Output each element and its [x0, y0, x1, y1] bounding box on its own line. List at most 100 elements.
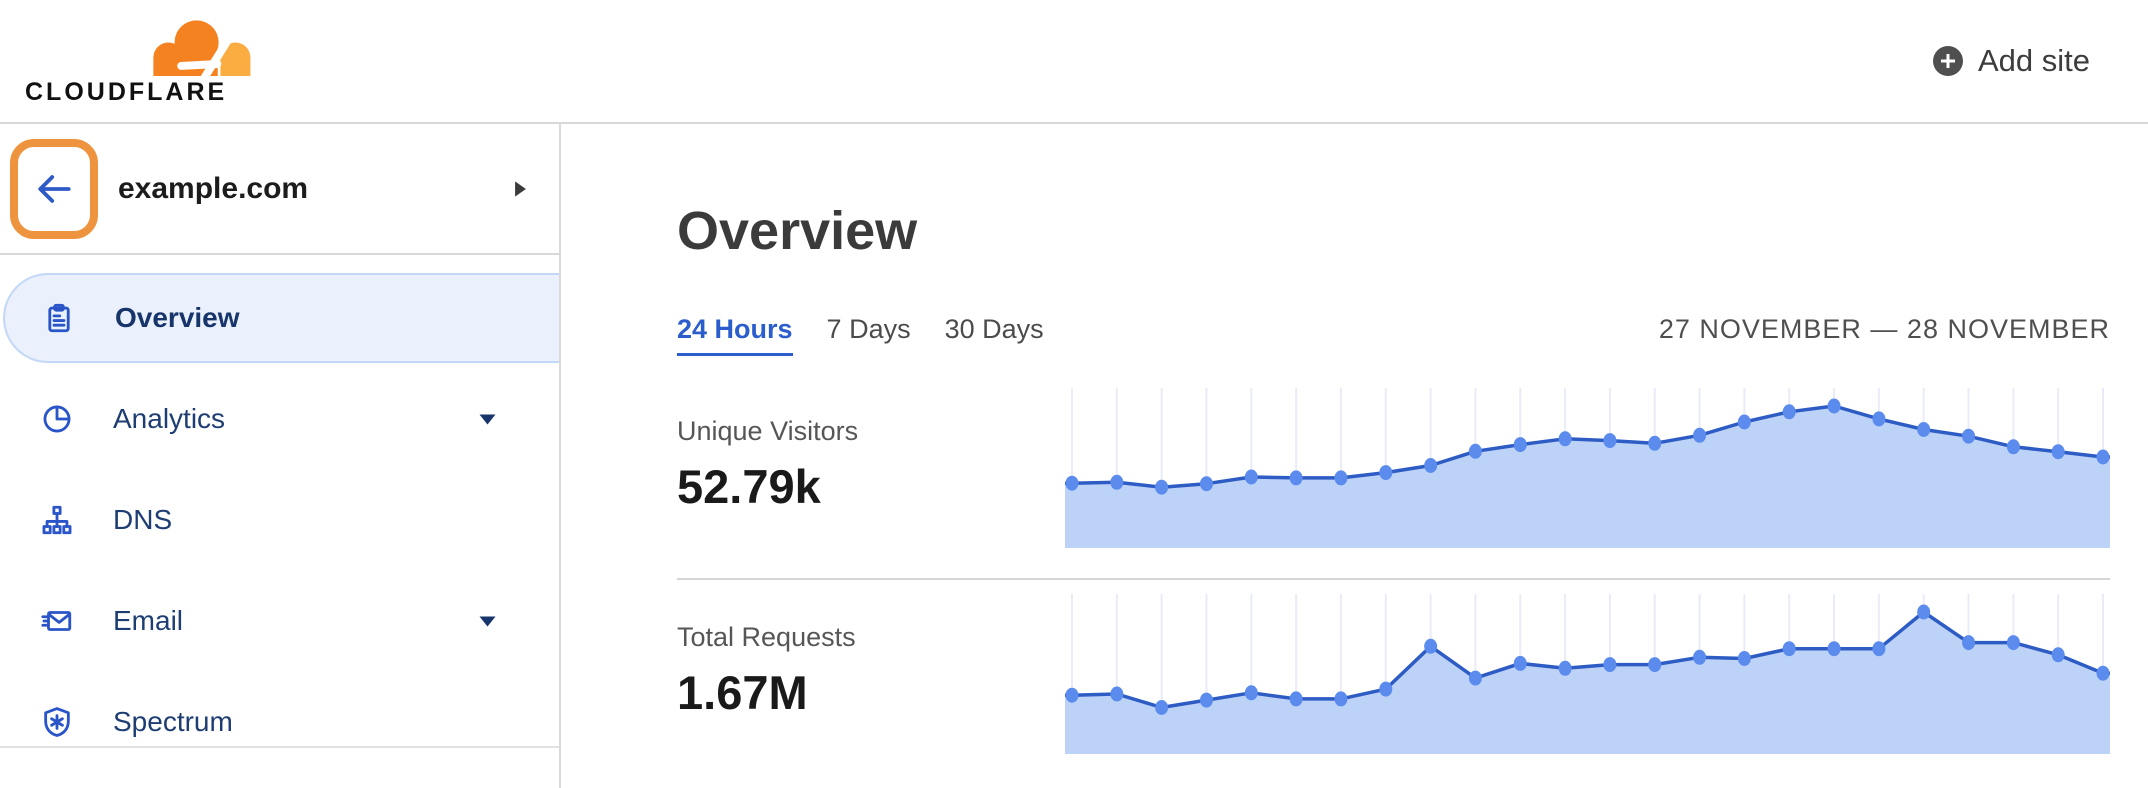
data-point	[1424, 458, 1438, 473]
sidebar-item-label: DNS	[113, 504, 173, 535]
plus-icon	[1932, 46, 1963, 76]
data-point	[2051, 647, 2065, 663]
data-point	[1199, 476, 1213, 492]
data-point	[1558, 660, 1572, 676]
chevron-right-icon[interactable]	[514, 180, 527, 198]
total-requests-chart	[1065, 594, 2110, 754]
data-point	[1289, 691, 1303, 707]
sidebar: example.com Overview Analytics DNS Email Spe…	[0, 124, 561, 788]
data-point	[1244, 469, 1258, 485]
data-point	[1603, 433, 1617, 449]
add-site-button[interactable]: Add site	[1932, 43, 2090, 79]
data-point	[1737, 651, 1751, 666]
unique-visitors-summary: Unique Visitors 52.79k	[677, 388, 1065, 514]
sidebar-item-overview[interactable]: Overview	[3, 273, 559, 363]
sidebar-item-email[interactable]: Email	[0, 576, 559, 666]
tab-24-hours[interactable]: 24 Hours	[677, 314, 793, 356]
total-requests-row: Total Requests 1.67M	[677, 594, 2110, 754]
data-point	[1737, 414, 1751, 430]
data-point	[1199, 692, 1213, 708]
pie-chart-icon	[43, 405, 71, 433]
sidebar-item-label: Analytics	[113, 403, 226, 434]
cloudflare-cloud-icon	[153, 19, 251, 76]
unique-visitors-row: Unique Visitors 52.79k	[677, 388, 2110, 548]
sidebar-item-label: Overview	[115, 302, 240, 333]
data-point	[2096, 665, 2110, 681]
total-requests-summary: Total Requests 1.67M	[677, 594, 1065, 720]
dns-tree-icon	[42, 505, 72, 535]
data-point	[2051, 444, 2065, 460]
data-point	[1872, 641, 1886, 657]
data-point	[1379, 681, 1393, 697]
data-point	[1603, 657, 1617, 673]
data-point	[1334, 470, 1348, 486]
data-point	[1648, 657, 1662, 673]
site-name: example.com	[118, 171, 309, 205]
data-point	[2006, 635, 2020, 651]
data-point	[1468, 443, 1482, 459]
data-point	[1962, 635, 1976, 651]
sidebar-item-label: Spectrum	[113, 706, 233, 737]
data-point	[1155, 479, 1169, 495]
data-point	[1513, 437, 1527, 453]
cloudflare-wordmark: CLOUDFLARE	[25, 77, 228, 106]
sidebar-item-label: Email	[113, 605, 184, 636]
data-point	[1379, 465, 1393, 481]
page-title: Overview	[677, 201, 918, 261]
data-point	[1872, 411, 1886, 427]
data-point	[1513, 655, 1527, 671]
metric-label: Unique Visitors	[677, 416, 859, 446]
data-point	[1110, 474, 1124, 490]
tab-7-days[interactable]: 7 Days	[826, 314, 911, 344]
data-point	[1065, 687, 1079, 703]
shield-icon	[44, 707, 70, 737]
data-point	[1110, 686, 1124, 702]
tab-30-days[interactable]: 30 Days	[944, 314, 1044, 344]
metric-label: Total Requests	[677, 622, 856, 652]
site-switcher: example.com	[0, 124, 559, 255]
data-point	[1648, 435, 1662, 451]
data-point	[1917, 604, 1931, 620]
chart-row-divider	[677, 578, 2110, 580]
data-point	[2006, 439, 2020, 455]
app-header: CLOUDFLARE Add site	[0, 0, 2148, 124]
sidebar-item-spectrum[interactable]: Spectrum	[0, 677, 559, 767]
data-point	[1424, 638, 1438, 654]
data-point	[2096, 449, 2110, 465]
sidebar-item-analytics[interactable]: Analytics	[0, 374, 559, 464]
data-point	[1065, 475, 1079, 491]
data-point	[1962, 428, 1976, 444]
data-point	[1782, 641, 1796, 657]
data-point	[1782, 404, 1796, 420]
email-icon	[41, 611, 72, 631]
data-point	[1334, 691, 1348, 707]
metric-value: 52.79k	[677, 460, 821, 513]
data-point	[1289, 470, 1303, 486]
data-point	[1827, 641, 1841, 657]
sidebar-item-dns[interactable]: DNS	[0, 475, 559, 565]
sidebar-section-divider	[0, 746, 559, 748]
data-point	[1558, 431, 1572, 447]
unique-visitors-chart	[1065, 388, 2110, 548]
back-button[interactable]	[10, 138, 98, 239]
sidebar-nav: Overview Analytics DNS Email Spectrum	[0, 255, 559, 767]
data-point	[1693, 649, 1707, 665]
time-range-tabs: 24 Hours 7 Days 30 Days 27 NOVEMBER — 28 N…	[677, 314, 2110, 356]
data-point	[1693, 427, 1707, 443]
add-site-label: Add site	[1977, 43, 2090, 78]
data-point	[1244, 685, 1258, 701]
arrow-left-icon	[38, 174, 71, 203]
cloudflare-logo: CLOUDFLARE	[25, 16, 259, 107]
chevron-down-icon	[479, 414, 496, 424]
main-content: Overview 24 Hours 7 Days 30 Days 27 NOVEMB…	[561, 124, 2148, 788]
data-point	[1917, 422, 1931, 437]
clipboard-icon	[48, 303, 70, 333]
data-point	[1155, 700, 1169, 715]
chevron-down-icon	[479, 616, 496, 626]
metric-value: 1.67M	[677, 666, 808, 719]
data-point	[1827, 398, 1841, 414]
date-range-label: 27 NOVEMBER — 28 NOVEMBER	[1658, 314, 2110, 344]
page-body: example.com Overview Analytics DNS Email Spe…	[0, 124, 2148, 788]
data-point	[1468, 670, 1482, 686]
